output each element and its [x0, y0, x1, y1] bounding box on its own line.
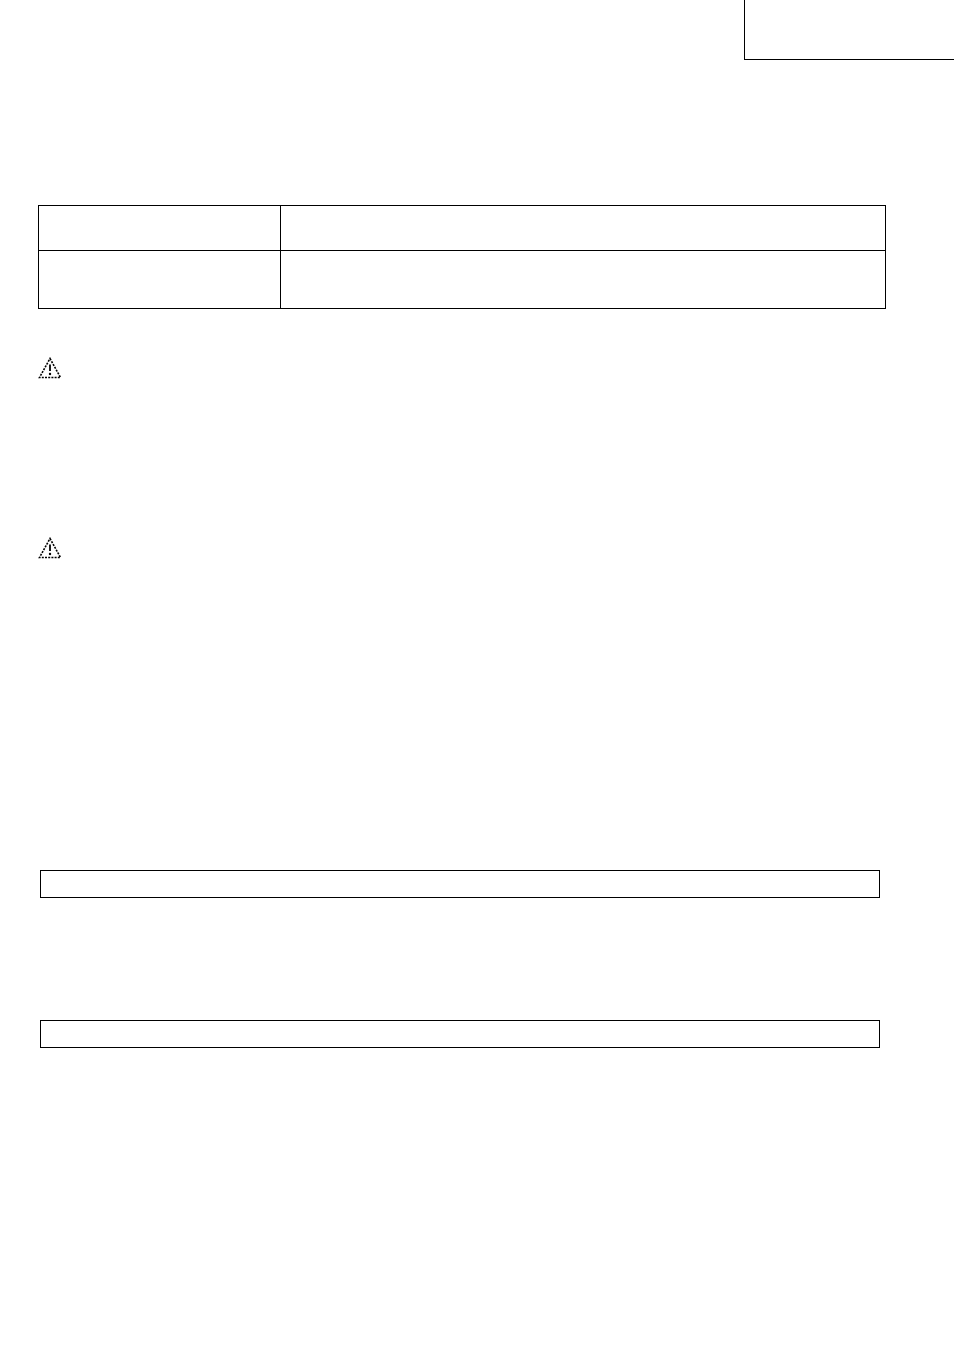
table-cell [280, 206, 885, 251]
outlined-box [40, 870, 880, 898]
table-cell [39, 206, 281, 251]
data-table [38, 205, 886, 309]
warning-icon [38, 357, 62, 379]
table-cell [39, 251, 281, 309]
corner-box [744, 0, 954, 60]
warning-icon [38, 537, 62, 559]
outlined-box [40, 1020, 880, 1048]
table-cell [280, 251, 885, 309]
table-row [39, 251, 886, 309]
table-row [39, 206, 886, 251]
